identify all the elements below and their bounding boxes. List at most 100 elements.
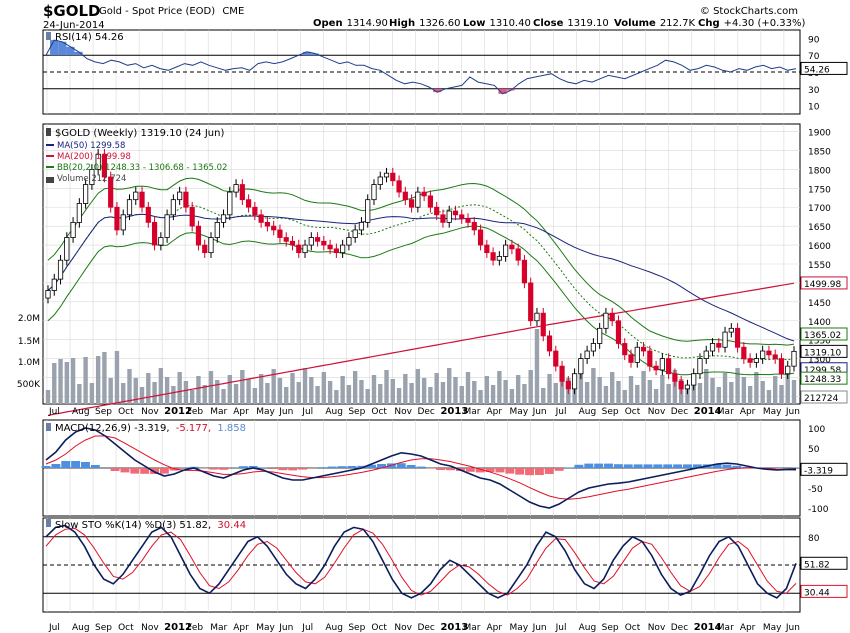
x-month-label: Dec [417, 407, 434, 417]
x-month-label: May [510, 623, 529, 633]
macd-histogram-bar [159, 468, 169, 474]
volume-bar [553, 383, 558, 404]
candle-body [528, 282, 534, 322]
volume-bar [365, 389, 370, 404]
candle-body [164, 214, 170, 238]
macd-histogram-bar [130, 468, 140, 474]
macd-panel: 100500-50-100-3.319 [41, 419, 848, 517]
candle-body [352, 229, 358, 238]
candle-body [628, 354, 634, 363]
candle-body [214, 221, 220, 238]
volume-bar [227, 375, 232, 404]
volume-bar [628, 376, 634, 404]
sto-title-icon [46, 519, 51, 527]
close-badge: 1319.10 [804, 348, 841, 358]
candle-body [634, 346, 640, 363]
rsi-y-tick: 10 [808, 103, 820, 113]
macd-histogram-bar [357, 465, 367, 468]
volume-bar [641, 371, 646, 404]
x-month-label: Jun [532, 623, 547, 633]
volume-bar [77, 384, 82, 404]
candle-body [515, 248, 521, 261]
candle-body [503, 244, 509, 257]
candle-body [553, 350, 559, 367]
candle-body [170, 199, 176, 216]
x-month-label: Nov [394, 407, 412, 417]
macd-title-hist: 1.858 [217, 423, 246, 434]
volume-bar [240, 370, 245, 404]
macd-histogram-bar [150, 468, 159, 474]
rsi-overbought-fill [302, 51, 311, 56]
rsi-y-tick: 70 [808, 52, 820, 62]
macd-histogram-bar [594, 463, 604, 468]
rsi-title-text: RSI(14) 54.26 [55, 32, 124, 43]
macd-histogram-bar [554, 468, 564, 471]
ohlc-item-volume: Volume 212.7K [614, 18, 695, 29]
x-month-label: Jul [301, 407, 313, 417]
volume-bar [591, 368, 596, 404]
volume-bar [647, 380, 653, 404]
candle-body [622, 343, 628, 356]
sto-d-line [45, 527, 797, 596]
macd-histogram-bar [446, 468, 456, 471]
volume-badge-box [800, 390, 848, 404]
ohlc-label: Open [313, 18, 343, 29]
x-month-label: Aug [72, 407, 90, 417]
volume-bar [352, 371, 358, 404]
macd-histogram-bar [534, 468, 544, 475]
candle-body [684, 384, 691, 390]
candle-body [722, 331, 728, 348]
macd-title-text: MACD(12,26,9) -3.319, -5.177, 1.858 [55, 423, 246, 434]
candle-body [678, 380, 684, 390]
candle-body [559, 365, 565, 382]
candle-body [101, 153, 108, 178]
price-y-tick: 1550 [808, 261, 831, 271]
volume-bar [672, 370, 678, 404]
x-month-label: Jul [555, 623, 567, 633]
ohlc-value: 212.7K [660, 18, 696, 29]
candle-body [321, 240, 327, 246]
macd-histogram-bar [604, 463, 613, 468]
volume-bar [108, 378, 113, 404]
macd-y-tick: -50 [808, 485, 823, 495]
candle-body [145, 206, 151, 223]
macd-histogram-bar [613, 464, 623, 468]
macd-histogram-bar [742, 467, 752, 468]
candle-body [358, 221, 365, 231]
candle-body [340, 244, 346, 254]
candle-body [133, 191, 139, 201]
volume-bar [584, 382, 590, 404]
volume-bar [453, 377, 458, 404]
volume-bar [396, 388, 402, 404]
volume-bar [415, 369, 421, 404]
x-month-label: Sep [95, 407, 112, 417]
candle-body [578, 358, 584, 375]
macd-histogram-bar [722, 464, 732, 468]
candle-body [666, 358, 672, 375]
x-month-label: Aug [325, 407, 343, 417]
volume-bar [447, 368, 452, 404]
volume-bar [133, 378, 138, 404]
candle-body [709, 343, 716, 352]
candle-body [233, 184, 239, 193]
candle-body [51, 278, 57, 291]
macd-histogram-bar [436, 468, 446, 470]
macd-histogram-bar [120, 468, 130, 473]
legend-vol: Volume 212,724 [57, 174, 126, 184]
candle-body [753, 358, 759, 363]
legend-swatch-ma200 [46, 155, 54, 157]
macd-histogram-bar [367, 464, 377, 468]
x-month-label: Feb [187, 623, 203, 633]
volume-bar [465, 372, 471, 404]
macd-y-tick: 100 [808, 425, 825, 435]
candle-body [45, 290, 51, 299]
macd-histogram-bar [633, 464, 643, 468]
macd-histogram-bar [248, 466, 258, 468]
x-month-label: Apr [487, 623, 503, 633]
x-month-label: May [763, 623, 782, 633]
macd-histogram-bar [544, 468, 554, 474]
rsi-y-tick: 30 [808, 86, 820, 96]
volume-bar [221, 389, 226, 404]
x-month-label: Nov [648, 407, 666, 417]
candle-body [302, 244, 308, 254]
